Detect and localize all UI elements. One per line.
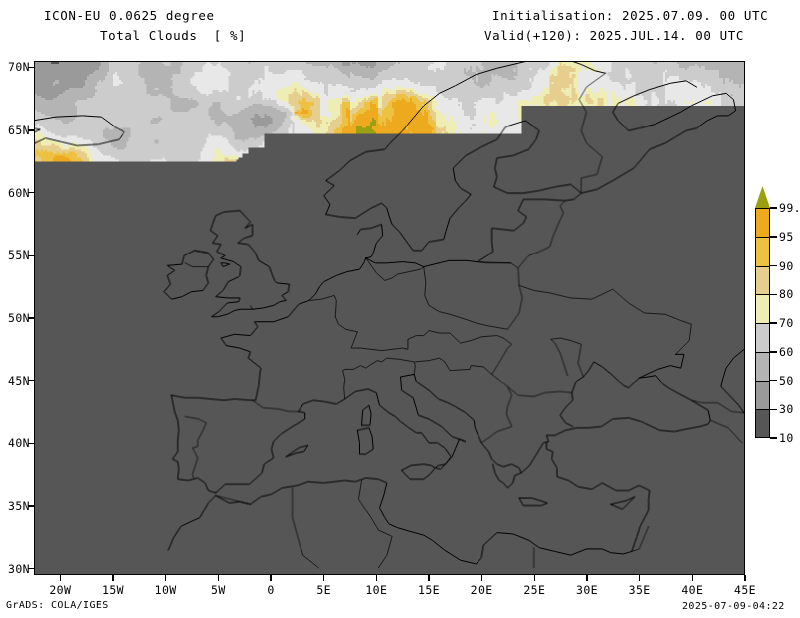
colorbar-label: 95 [779,229,794,244]
y-axis-label: 70N [8,60,30,75]
x-axis-label: 0 [267,583,275,597]
colorbar-label: 30 [779,402,794,417]
x-axis-label: 45E [734,583,756,597]
colorbar-band [755,323,770,352]
colorbar-tick [770,293,777,295]
x-axis-label: 10W [154,583,177,597]
x-axis-label: 20W [49,583,72,597]
y-axis-tick [28,567,34,570]
y-axis-label: 30N [8,561,30,576]
x-axis-tick [533,575,536,581]
colorbar-top-cap [755,186,770,208]
colorbar-band [755,265,770,295]
total-cloud-cover-map [35,62,744,574]
x-axis-tick [112,575,114,581]
colorbar-tick [770,379,777,382]
x-axis-label: 15E [418,583,440,597]
colorbar-tick [770,264,777,267]
x-axis-label: 5W [211,583,226,597]
colorbar-label: 70 [779,316,794,330]
y-axis-label: 55N [8,248,30,263]
y-axis-tick [28,379,34,382]
colorbar-band [755,294,770,323]
x-axis-tick [322,575,325,581]
colorbar-band [755,380,770,410]
model-title: ICON-EU 0.0625 degree [44,8,215,23]
x-axis-label: 35E [628,583,651,597]
x-axis-tick [638,575,641,581]
colorbar-label: 80 [779,287,794,302]
colorbar-band [755,208,770,237]
x-axis-tick [217,575,220,581]
x-axis-label: 30E [576,583,598,597]
colorbar-band [755,236,770,266]
x-axis-tick [59,575,62,581]
y-axis-tick [28,191,34,194]
x-axis-label: 10E [365,583,388,597]
y-axis-label: 65N [8,122,30,137]
colorbar-label: 50 [779,373,794,388]
y-axis-tick [28,254,34,257]
y-axis-tick [28,317,34,319]
y-axis-label: 40N [8,436,30,451]
y-axis-tick [28,505,34,507]
colorbar-band [755,409,770,438]
colorbar-label: 60 [779,344,794,359]
grads-credit: GrADS: COLA/IGES [6,600,109,611]
y-axis-tick [28,129,34,131]
colorbar-label: 10 [779,431,794,445]
colorbar-label: 90 [779,258,794,273]
y-axis-label: 45N [8,373,30,388]
x-axis-tick [691,575,694,581]
map-plot-frame [34,61,745,575]
initialisation-label: Initialisation: 2025.07.09. 00 UTC [492,8,769,23]
x-axis-tick [270,575,272,581]
x-axis-tick [480,575,483,581]
y-axis-label: 35N [8,499,30,514]
colorbar-tick [770,351,777,353]
colorbar: 99.5 95 90 80 70 60 50 30 10 [755,186,800,448]
x-axis-label: 20E [470,583,493,597]
colorbar-band [755,351,770,381]
x-axis-tick [744,575,746,581]
x-axis-tick [164,575,167,581]
y-axis-label: 60N [8,185,30,200]
y-axis-label: 50N [8,311,30,325]
field-title: Total Clouds [ %] [100,28,247,43]
x-axis-label: 15W [102,583,124,597]
colorbar-tick [770,207,777,209]
colorbar-tick [770,437,777,439]
x-axis-tick [428,575,430,581]
x-axis-tick [586,575,588,581]
x-axis-label: 5E [316,583,331,597]
x-axis-tick [375,575,378,581]
x-axis-label: 25E [523,583,546,597]
colorbar-tick [770,236,777,238]
y-axis-tick [28,66,34,69]
valid-time-label: Valid(+120): 2025.JUL.14. 00 UTC [484,28,745,43]
y-axis-tick [28,442,34,445]
colorbar-tick [770,408,777,410]
colorbar-tick [770,322,777,324]
render-timestamp: 2025-07-09-04:22 [682,601,785,612]
colorbar-label: 99.5 [779,201,800,215]
x-axis-label: 40E [681,583,704,597]
